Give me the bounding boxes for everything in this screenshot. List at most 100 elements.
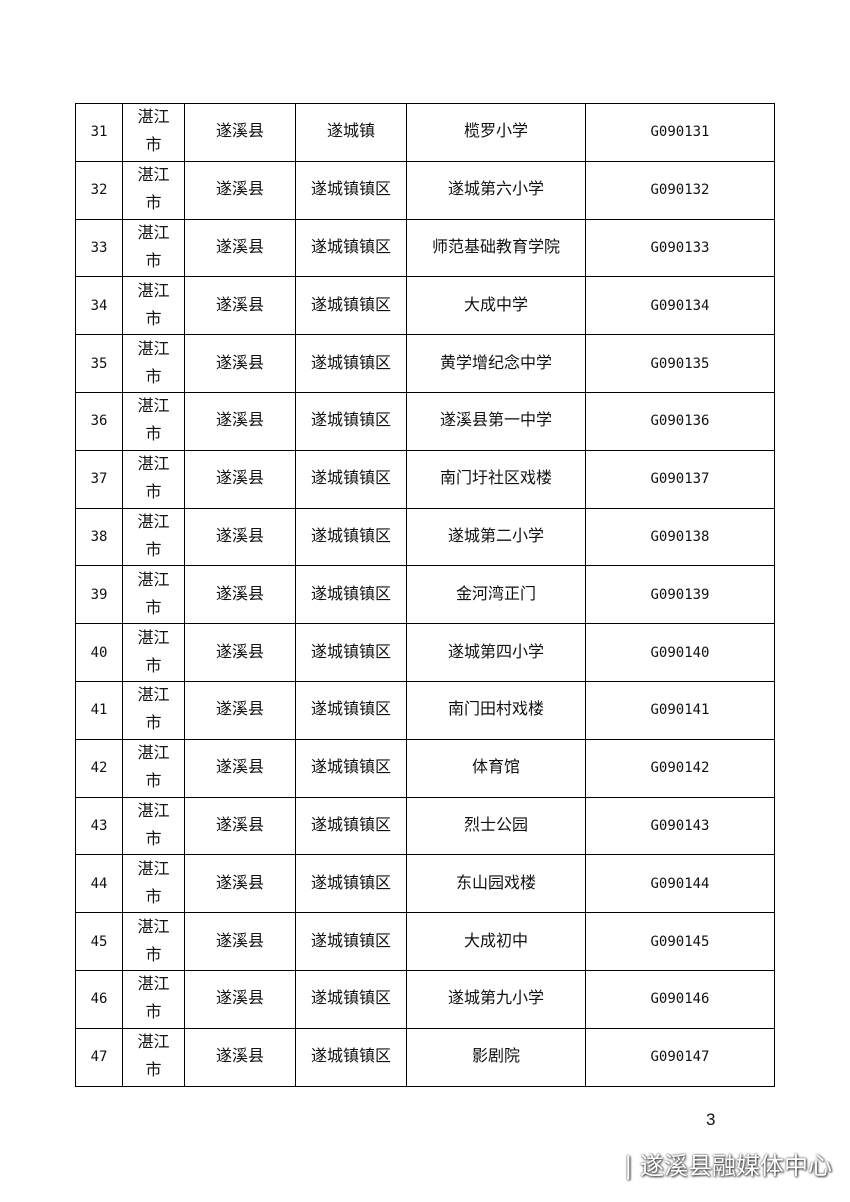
cell: 湛江市 [122,276,185,336]
cell: 32 [75,160,123,220]
cell: 遂城镇镇区 [295,218,407,278]
row-number: 42 [90,760,108,777]
cell: 遂城镇镇区 [295,391,407,451]
row-number: 46 [90,991,108,1008]
cell: 湛江市 [122,912,185,971]
location: 南门田村戏楼 [447,701,544,719]
town: 遂城镇镇区 [310,527,391,545]
cell: G090138 [585,507,775,567]
code: G090138 [650,528,710,545]
table-row: 36 湛江市 遂溪县 遂城镇镇区 遂溪县第一中学 G090136 [75,391,775,451]
cell: 遂溪县 [184,680,296,740]
town: 遂城镇镇区 [310,701,391,719]
cell: G090136 [585,391,775,451]
city: 湛江市 [137,918,170,964]
cell: 影剧院 [406,1027,586,1087]
table-row: 43 湛江市 遂溪县 遂城镇镇区 烈士公园 G090143 [75,796,775,856]
city: 湛江市 [137,224,170,270]
table-row: 35 湛江市 遂溪县 遂城镇镇区 黄学增纪念中学 G090135 [75,334,775,393]
location: 遂溪县第一中学 [439,412,552,430]
cell: 湛江市 [122,565,185,625]
cell: 46 [75,969,123,1029]
cell: 34 [75,276,123,336]
row-number: 38 [90,528,108,545]
county: 遂溪县 [215,816,264,834]
cell: G090134 [585,276,775,336]
cell: 39 [75,565,123,625]
code: G090139 [650,586,710,603]
cell: 遂城镇镇区 [295,623,407,682]
town: 遂城镇镇区 [310,759,391,777]
location: 遂城第二小学 [447,527,544,545]
town: 遂城镇镇区 [310,181,391,199]
code: G090134 [650,297,710,314]
county: 遂溪县 [215,181,264,199]
city: 湛江市 [137,282,170,328]
code: G090133 [650,239,710,256]
cell: G090141 [585,680,775,740]
code: G090144 [650,875,710,892]
county: 遂溪县 [215,643,264,661]
county: 遂溪县 [215,585,264,603]
cell: 遂溪县 [184,738,296,798]
cell: 44 [75,854,123,914]
cell: 东山园戏楼 [406,854,586,914]
cell: G090144 [585,854,775,914]
cell: 湛江市 [122,1027,185,1087]
cell: 遂城镇镇区 [295,449,407,509]
cell: 黄学增纪念中学 [406,334,586,393]
cell: 榄罗小学 [406,103,586,162]
cell: 体育馆 [406,738,586,798]
table-row: 46 湛江市 遂溪县 遂城镇镇区 遂城第九小学 G090146 [75,969,775,1029]
town: 遂城镇镇区 [310,412,391,430]
town: 遂城镇镇区 [310,816,391,834]
cell: 遂城镇镇区 [295,334,407,393]
city: 湛江市 [137,109,170,155]
cell: 遂城镇镇区 [295,1027,407,1087]
cell: G090140 [585,623,775,682]
code: G090135 [650,355,710,372]
code: G090132 [650,182,710,199]
cell: 31 [75,103,123,162]
cell: 南门田村戏楼 [406,680,586,740]
table-row: 34 湛江市 遂溪县 遂城镇镇区 大成中学 G090134 [75,276,775,336]
cell: 遂城第四小学 [406,623,586,682]
town: 遂城镇 [326,123,375,141]
cell: 45 [75,912,123,971]
location: 大成中学 [463,296,528,314]
cell: 36 [75,391,123,451]
code: G090140 [650,644,710,661]
cell: 遂溪县 [184,160,296,220]
location: 金河湾正门 [455,585,536,603]
cell: 47 [75,1027,123,1087]
cell: 遂溪县 [184,565,296,625]
cell: 师范基础教育学院 [406,218,586,278]
city: 湛江市 [137,976,170,1022]
cell: 湛江市 [122,969,185,1029]
town: 遂城镇镇区 [310,296,391,314]
table-row: 31 湛江市 遂溪县 遂城镇 榄罗小学 G090131 [75,103,775,162]
cell: 33 [75,218,123,278]
location: 南门圩社区戏楼 [439,470,552,488]
cell: 遂溪县 [184,507,296,567]
county: 遂溪县 [215,990,264,1008]
row-number: 45 [90,933,108,950]
cell: G090143 [585,796,775,856]
cell: 遂溪县 [184,391,296,451]
city: 湛江市 [137,1034,170,1080]
table-row: 38 湛江市 遂溪县 遂城镇镇区 遂城第二小学 G090138 [75,507,775,567]
cell: 湛江市 [122,391,185,451]
cell: G090133 [585,218,775,278]
cell: 遂溪县第一中学 [406,391,586,451]
cell: 40 [75,623,123,682]
table-row: 40 湛江市 遂溪县 遂城镇镇区 遂城第四小学 G090140 [75,623,775,682]
cell: 遂溪县 [184,623,296,682]
location: 遂城第九小学 [447,990,544,1008]
cell: 湛江市 [122,507,185,567]
cell: 遂城镇镇区 [295,854,407,914]
table-row: 45 湛江市 遂溪县 遂城镇镇区 大成初中 G090145 [75,912,775,971]
row-number: 37 [90,471,108,488]
cell: 遂城镇镇区 [295,738,407,798]
code: G090142 [650,760,710,777]
cell: 遂溪县 [184,1027,296,1087]
